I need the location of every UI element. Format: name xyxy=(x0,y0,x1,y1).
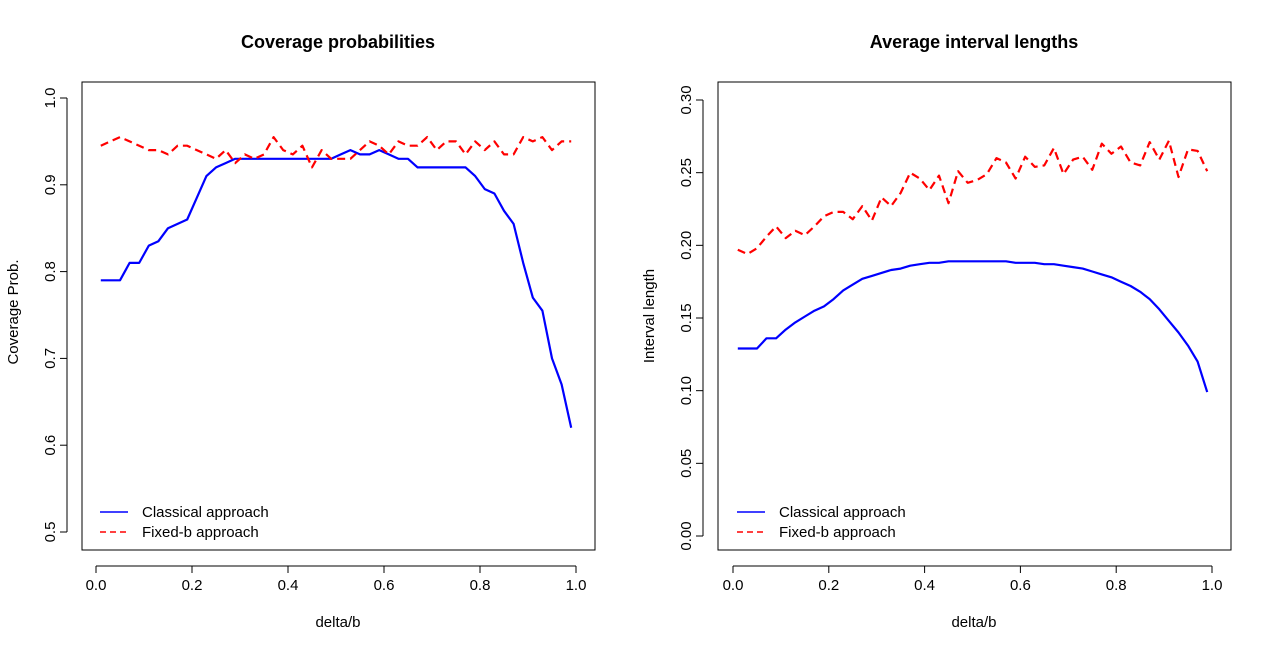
y-axis: 0.5 0.6 0.7 0.8 0.9 1.0 xyxy=(42,88,68,543)
legend-label: Fixed-b approach xyxy=(142,524,259,541)
y-tick-label: 0.6 xyxy=(42,435,59,456)
x-tick-label: 1.0 xyxy=(1202,577,1223,594)
series-line-classical xyxy=(737,260,1209,393)
x-tick-label: 0.2 xyxy=(818,577,839,594)
x-tick-label: 1.0 xyxy=(566,577,587,594)
plot-frame xyxy=(717,81,1232,551)
y-tick-label: 0.10 xyxy=(678,376,695,405)
series-layer xyxy=(737,139,1209,393)
x-axis: 0.0 0.2 0.4 0.6 0.8 1.0 xyxy=(86,565,587,594)
series-line-classical xyxy=(100,149,573,429)
x-axis: 0.0 0.2 0.4 0.6 0.8 1.0 xyxy=(723,565,1223,594)
legend-label: Fixed-b approach xyxy=(779,524,896,541)
plot-frame xyxy=(81,81,596,551)
y-tick-label: 0.20 xyxy=(678,231,695,260)
x-axis-label: delta/b xyxy=(315,614,360,631)
y-tick-label: 0.25 xyxy=(678,158,695,187)
y-axis-label: Coverage Prob. xyxy=(5,259,22,364)
y-tick-label: 0.30 xyxy=(678,85,695,114)
x-tick-label: 0.0 xyxy=(723,577,744,594)
y-axis: 0.00 0.05 0.10 0.15 0.20 0.25 0.30 xyxy=(678,85,704,551)
series-line-fixed-b xyxy=(737,139,1209,256)
legend-label: Classical approach xyxy=(779,504,906,521)
interval-length-chart: Average interval lengths delta/b Interva… xyxy=(641,32,1232,631)
y-tick-label: 0.8 xyxy=(42,261,59,282)
x-tick-label: 0.4 xyxy=(278,577,299,594)
y-tick-label: 0.15 xyxy=(678,303,695,332)
y-tick-label: 0.5 xyxy=(42,522,59,543)
x-tick-label: 0.6 xyxy=(1010,577,1031,594)
y-tick-label: 1.0 xyxy=(42,88,59,109)
legend: Classical approach Fixed-b approach xyxy=(737,504,906,541)
x-tick-label: 0.2 xyxy=(182,577,203,594)
y-axis-label: Interval length xyxy=(641,269,658,363)
x-axis-label: delta/b xyxy=(951,614,996,631)
x-tick-label: 0.8 xyxy=(1106,577,1127,594)
x-tick-label: 0.8 xyxy=(470,577,491,594)
coverage-chart: Coverage probabilities delta/b Coverage … xyxy=(5,32,596,631)
legend-label: Classical approach xyxy=(142,504,269,521)
legend: Classical approach Fixed-b approach xyxy=(100,504,269,541)
x-tick-label: 0.0 xyxy=(86,577,107,594)
chart-title: Average interval lengths xyxy=(870,32,1078,52)
y-tick-label: 0.7 xyxy=(42,348,59,369)
y-tick-label: 0.9 xyxy=(42,174,59,195)
chart-title: Coverage probabilities xyxy=(241,32,435,52)
y-tick-label: 0.00 xyxy=(678,521,695,550)
series-layer xyxy=(100,136,573,429)
x-tick-label: 0.4 xyxy=(914,577,935,594)
x-tick-label: 0.6 xyxy=(374,577,395,594)
y-tick-label: 0.05 xyxy=(678,449,695,478)
